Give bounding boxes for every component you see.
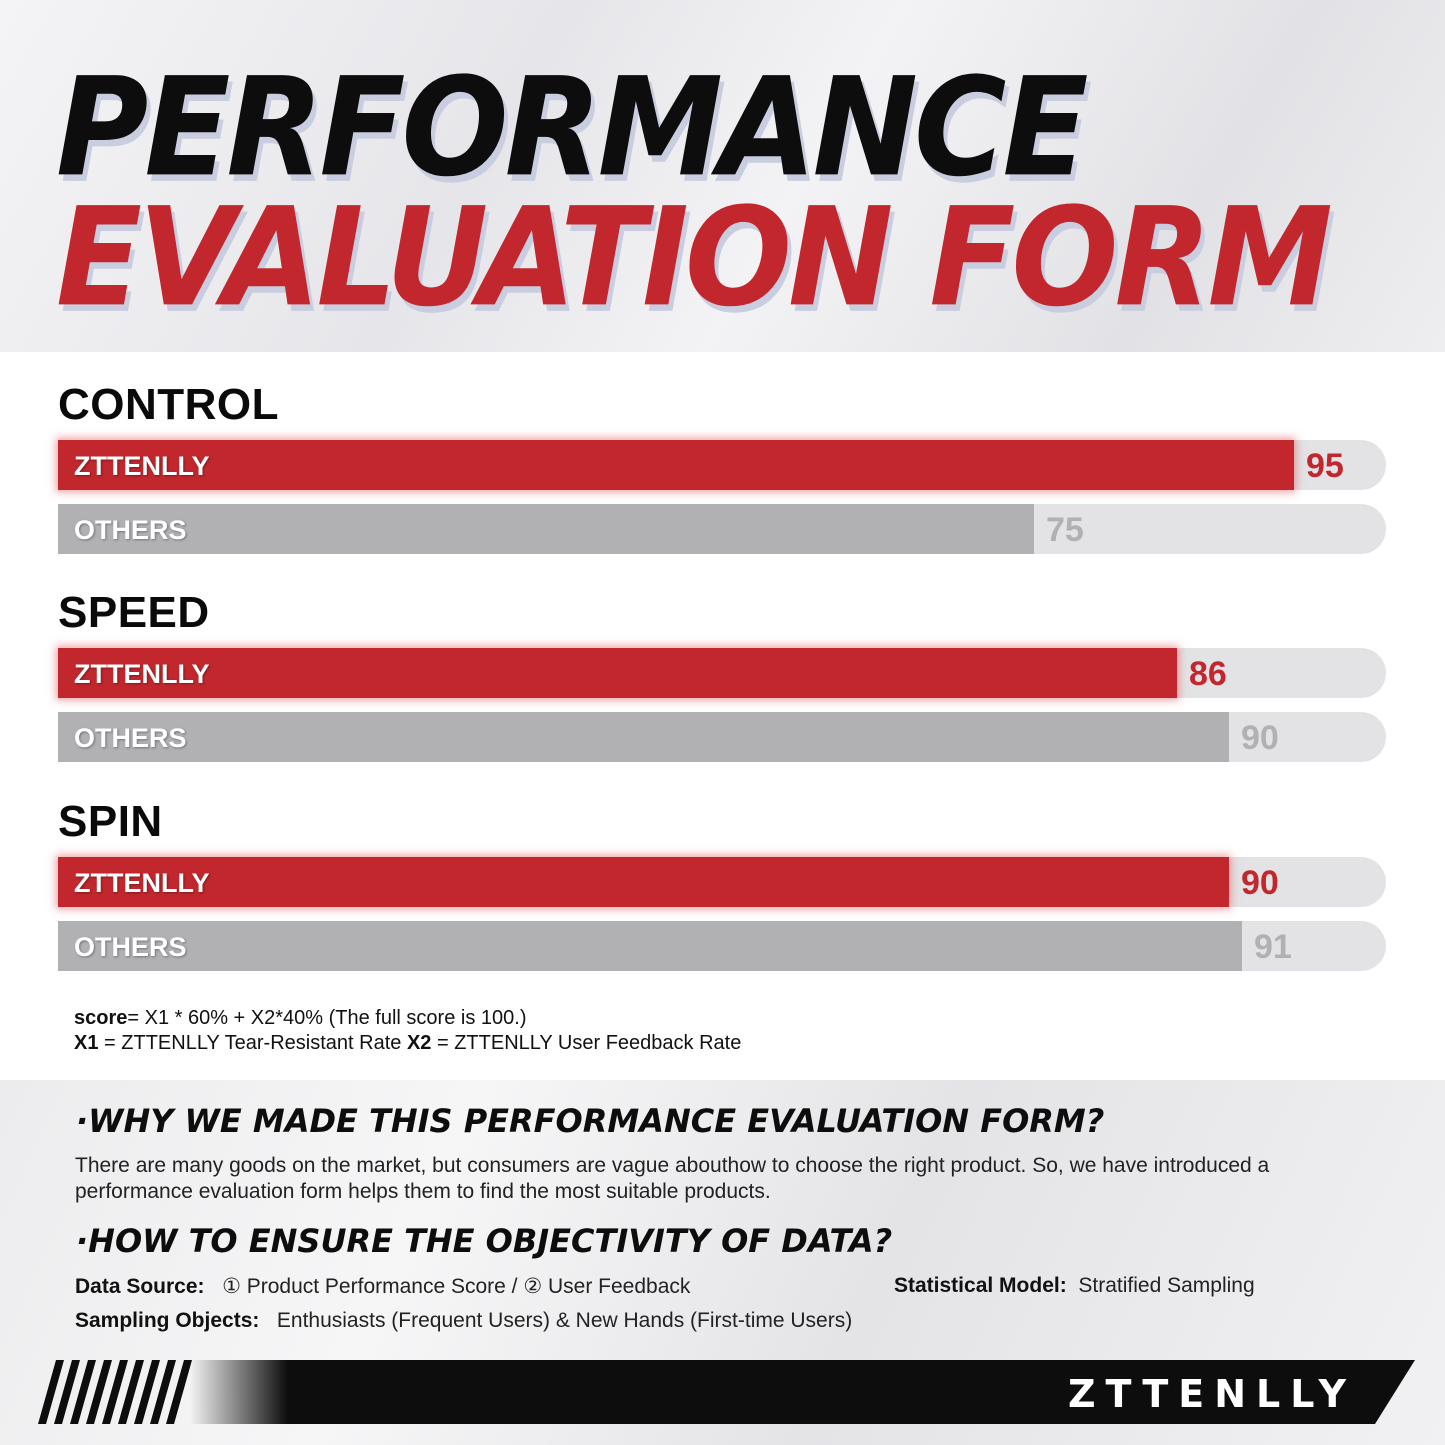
sampling-label: Sampling Objects: [75, 1309, 260, 1332]
bar-track: ZTTENLLY 86 [58, 648, 1386, 698]
bar-value: 95 [1306, 447, 1344, 485]
score-expression: = X1 * 60% + X2*40% (The full score is 1… [127, 1007, 527, 1029]
bar-label: OTHERS [74, 932, 187, 962]
bar-track: OTHERS 91 [58, 921, 1386, 971]
why-heading: ·WHY WE MADE THIS PERFORMANCE EVALUATION… [76, 1102, 1105, 1140]
sampling-value: Enthusiasts (Frequent Users) & New Hands… [276, 1309, 853, 1332]
score-label: score [74, 1007, 128, 1029]
category-title-spin: SPIN [58, 797, 163, 846]
bar-label: ZTTENLLY [74, 451, 210, 481]
brand-logo: ZTTENLLY [1068, 1372, 1357, 1416]
title-line-1: PERFORMANCE [56, 48, 1089, 207]
bar-value: 90 [1241, 719, 1279, 757]
bar-zttenlly-spin: ZTTENLLY [58, 857, 1229, 907]
x2-label: X2 [406, 1032, 432, 1054]
category-title-speed: SPEED [58, 588, 210, 637]
bar-label: ZTTENLLY [74, 868, 210, 898]
x1-definition: = ZTTENLLY Tear-Resistant Rate [98, 1032, 407, 1054]
x2-definition: = ZTTENLLY User Feedback Rate [431, 1032, 742, 1054]
sampling-objects: Sampling Objects: Enthusiasts (Frequent … [75, 1309, 852, 1333]
bar-others-speed: OTHERS [58, 712, 1229, 762]
bar-others-control: OTHERS [58, 504, 1034, 554]
statistical-model: Statistical Model: Stratified Sampling [894, 1274, 1255, 1298]
footer-band [0, 1360, 1445, 1424]
title-line-2: EVALUATION FORM [56, 178, 1333, 337]
bar-zttenlly-speed: ZTTENLLY [58, 648, 1177, 698]
bar-label: OTHERS [74, 723, 187, 753]
stripes-decoration [38, 1360, 192, 1424]
model-label: Statistical Model: [894, 1274, 1067, 1297]
why-text: There are many goods on the market, but … [75, 1154, 1270, 1203]
bar-value: 90 [1241, 864, 1279, 902]
bar-zttenlly-control: ZTTENLLY [58, 440, 1294, 490]
bar-others-spin: OTHERS [58, 921, 1242, 971]
model-value: Stratified Sampling [1078, 1274, 1255, 1297]
bar-label: OTHERS [74, 515, 187, 545]
score-formula: score= X1 * 60% + X2*40% (The full score… [74, 1006, 741, 1056]
bar-track: ZTTENLLY 90 [58, 857, 1386, 907]
bar-label: ZTTENLLY [74, 659, 210, 689]
data-source: Data Source: ① Product Performance Score… [75, 1274, 690, 1299]
bar-track: OTHERS 90 [58, 712, 1386, 762]
bar-value: 91 [1254, 928, 1292, 966]
how-heading: ·HOW TO ENSURE THE OBJECTIVITY OF DATA? [76, 1222, 893, 1260]
brand-band [190, 1360, 1415, 1424]
category-title-control: CONTROL [58, 380, 280, 429]
bar-track: OTHERS 75 [58, 504, 1386, 554]
data-source-value: ① Product Performance Score / ② User Fee… [222, 1275, 691, 1298]
bar-track: ZTTENLLY 95 [58, 440, 1386, 490]
bar-value: 86 [1189, 655, 1227, 693]
x1-label: X1 [74, 1032, 99, 1054]
hero-banner: PERFORMANCE EVALUATION FORM [0, 0, 1445, 352]
data-source-label: Data Source: [75, 1275, 205, 1298]
bar-value: 75 [1046, 511, 1084, 549]
